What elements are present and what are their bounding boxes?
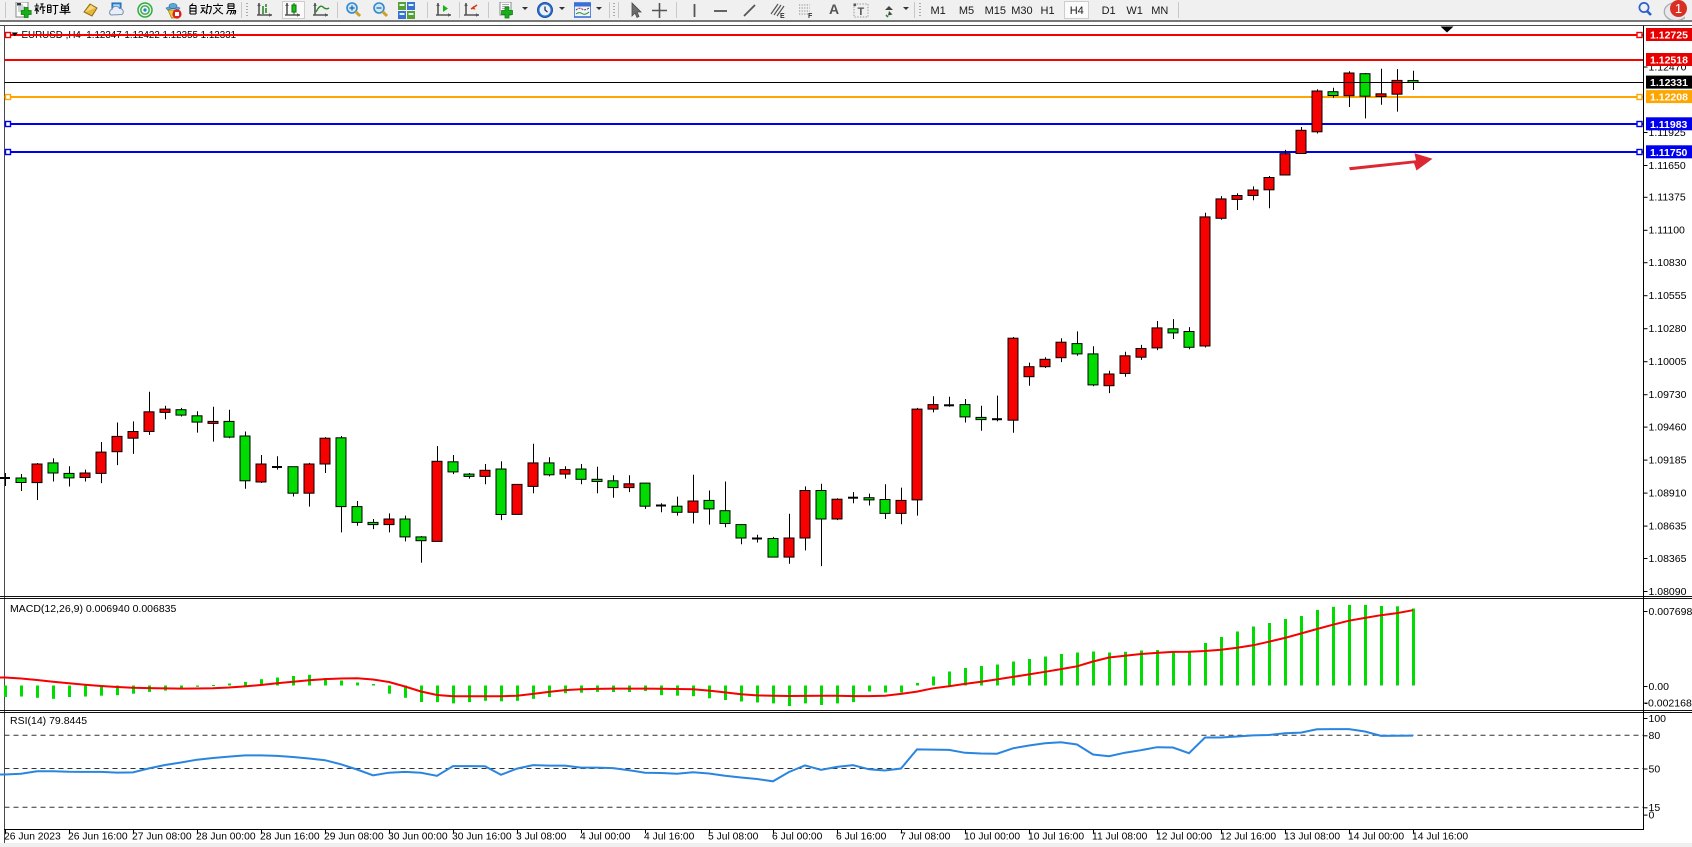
- svg-text:1.08365: 1.08365: [1649, 553, 1687, 565]
- svg-text:1.11650: 1.11650: [1649, 160, 1686, 172]
- svg-text:12 Jul 16:00: 12 Jul 16:00: [1220, 832, 1276, 843]
- svg-text:1.09460: 1.09460: [1649, 421, 1687, 433]
- svg-text:26 Jun 16:00: 26 Jun 16:00: [68, 832, 128, 843]
- svg-text:5 Jul 08:00: 5 Jul 08:00: [708, 832, 759, 843]
- svg-text:7 Jul 08:00: 7 Jul 08:00: [900, 832, 951, 843]
- svg-text:10 Jul 00:00: 10 Jul 00:00: [964, 832, 1020, 843]
- svg-text:1.10005: 1.10005: [1649, 356, 1687, 368]
- svg-text:1.12725: 1.12725: [1650, 30, 1688, 42]
- svg-text:26 Jun 2023: 26 Jun 2023: [4, 832, 61, 843]
- svg-text:0: 0: [1649, 809, 1655, 821]
- svg-text:0.00: 0.00: [1649, 681, 1670, 693]
- svg-text:1.12208: 1.12208: [1650, 92, 1688, 104]
- svg-text:100: 100: [1649, 713, 1667, 725]
- svg-text:14 Jul 16:00: 14 Jul 16:00: [1412, 832, 1468, 843]
- svg-text:6 Jul 00:00: 6 Jul 00:00: [772, 832, 823, 843]
- svg-text:4 Jul 00:00: 4 Jul 00:00: [580, 832, 631, 843]
- svg-text:80: 80: [1649, 730, 1661, 742]
- svg-text:T: T: [858, 6, 865, 18]
- svg-text:E: E: [780, 13, 785, 19]
- svg-text:14 Jul 00:00: 14 Jul 00:00: [1348, 832, 1404, 843]
- svg-text:1.08910: 1.08910: [1649, 487, 1687, 499]
- svg-text:13 Jul 08:00: 13 Jul 08:00: [1284, 832, 1340, 843]
- svg-text:10 Jul 16:00: 10 Jul 16:00: [1028, 832, 1084, 843]
- svg-text:1.11750: 1.11750: [1650, 147, 1688, 159]
- svg-text:1.10280: 1.10280: [1649, 323, 1687, 335]
- svg-text:15: 15: [1649, 802, 1661, 814]
- svg-text:1.11100: 1.11100: [1649, 225, 1686, 237]
- svg-text:1.09185: 1.09185: [1649, 454, 1687, 466]
- svg-text:6 Jul 16:00: 6 Jul 16:00: [836, 832, 887, 843]
- svg-text:1.09730: 1.09730: [1649, 389, 1687, 401]
- svg-text:-0.002168: -0.002168: [1645, 697, 1692, 709]
- svg-text:3 Jul 08:00: 3 Jul 08:00: [516, 832, 567, 843]
- svg-text:1.11983: 1.11983: [1650, 119, 1688, 131]
- svg-text:1.11375: 1.11375: [1649, 192, 1686, 204]
- svg-text:1.12331: 1.12331: [1650, 77, 1688, 89]
- svg-text:RSI(14) 79.8445: RSI(14) 79.8445: [10, 715, 87, 727]
- svg-text:1.10830: 1.10830: [1649, 257, 1687, 269]
- svg-text:50: 50: [1649, 763, 1661, 775]
- svg-text:12 Jul 00:00: 12 Jul 00:00: [1156, 832, 1212, 843]
- svg-text:4 Jul 16:00: 4 Jul 16:00: [644, 832, 695, 843]
- svg-text:1.12518: 1.12518: [1650, 55, 1688, 67]
- svg-text:28 Jun 00:00: 28 Jun 00:00: [196, 832, 256, 843]
- svg-text:MACD(12,26,9) 0.006940 0.00683: MACD(12,26,9) 0.006940 0.006835: [10, 603, 177, 615]
- svg-text:28 Jun 16:00: 28 Jun 16:00: [260, 832, 320, 843]
- svg-text:1.08090: 1.08090: [1649, 586, 1687, 598]
- svg-text:F: F: [808, 13, 813, 19]
- svg-text:27 Jun 08:00: 27 Jun 08:00: [132, 832, 192, 843]
- svg-text:29 Jun 08:00: 29 Jun 08:00: [324, 832, 384, 843]
- svg-text:30 Jun 00:00: 30 Jun 00:00: [388, 832, 448, 843]
- svg-text:11 Jul 08:00: 11 Jul 08:00: [1092, 832, 1148, 843]
- svg-text:1.10555: 1.10555: [1649, 290, 1687, 302]
- svg-text:30 Jun 16:00: 30 Jun 16:00: [452, 832, 512, 843]
- svg-text:1.08635: 1.08635: [1649, 520, 1687, 532]
- svg-text:0.007698: 0.007698: [1649, 606, 1692, 618]
